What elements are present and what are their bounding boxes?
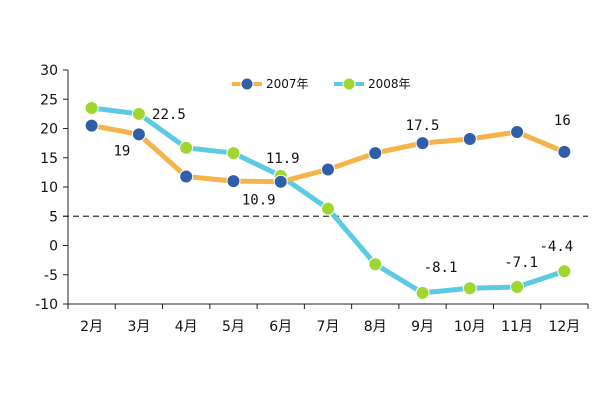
data-point (179, 169, 194, 184)
y-tick-label: 0 (49, 239, 58, 255)
data-point (557, 264, 572, 279)
data-point (131, 127, 146, 142)
legend-swatch-marker (342, 77, 356, 91)
series-layer (84, 101, 572, 300)
data-label-layer: 19 22.5 11.9 10.9 17.5 16 -8.1 -7.1-4.4 (113, 107, 573, 276)
x-tick-label: 2月 (80, 319, 103, 335)
legend-swatch-marker (240, 77, 254, 91)
data-point (368, 257, 383, 272)
data-point (226, 174, 241, 189)
y-tick-label: 25 (40, 92, 58, 108)
data-label: 16 (554, 113, 571, 129)
x-tick-label: 3月 (127, 319, 150, 335)
data-point (321, 201, 335, 216)
data-point (368, 146, 383, 161)
x-tick-label: 8月 (364, 319, 387, 335)
data-label: 10.9 (242, 193, 276, 209)
y-tick-label: 20 (40, 122, 58, 138)
data-label: 11.9 (266, 151, 300, 167)
chart-legend: 2007年 2008年 (232, 77, 411, 91)
x-tick-label: 12月 (548, 319, 580, 335)
chart-axes: 30 25 20 15 10 5 0 -5 -10 2月 3月 4月 5月 6月 7月 8月 9月 10月 11月 1… (35, 63, 589, 335)
data-point (557, 144, 572, 159)
y-tick-label: 5 (49, 209, 58, 225)
data-point (415, 285, 430, 300)
legend-label: 2007年 (266, 77, 309, 91)
data-point (84, 101, 99, 116)
x-tick-label: 5月 (222, 319, 245, 335)
y-tick-label: 10 (40, 180, 58, 196)
x-tick-label: 6月 (269, 319, 292, 335)
data-label: -7.1 (504, 255, 538, 271)
data-label: -4.4 (540, 239, 574, 255)
x-tick-label: 9月 (411, 319, 434, 335)
y-tick-label: 30 (40, 63, 58, 79)
x-tick-label: 4月 (175, 319, 198, 335)
data-point (179, 140, 194, 155)
y-tick-label: -5 (44, 268, 58, 284)
x-tick-label: 10月 (454, 319, 486, 335)
y-tick-label: -10 (35, 297, 58, 313)
data-label: -8.1 (424, 260, 458, 276)
data-label: 17.5 (406, 118, 440, 134)
data-point (462, 132, 477, 147)
data-point (415, 136, 430, 151)
data-point (273, 174, 288, 189)
data-point (226, 146, 241, 161)
data-point (462, 281, 477, 296)
data-label: 22.5 (152, 107, 186, 123)
y-tick-label: 15 (40, 151, 58, 167)
data-point (510, 280, 525, 295)
x-tick-label: 11月 (501, 319, 533, 335)
data-label: 19 (113, 143, 130, 159)
x-tick-label: 7月 (317, 319, 340, 335)
data-point (510, 125, 525, 140)
data-point (321, 162, 335, 177)
legend-label: 2008年 (368, 77, 411, 91)
data-point (131, 106, 146, 121)
data-point (84, 118, 99, 133)
